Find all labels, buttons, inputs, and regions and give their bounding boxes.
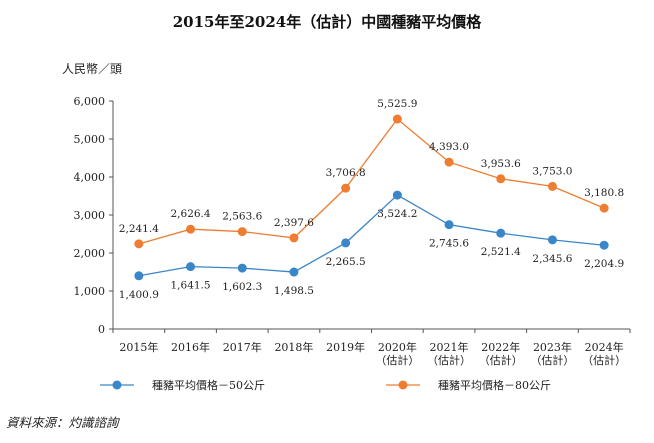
x-tick-label: 2022年（估計） — [479, 340, 523, 367]
legend: 種豬平均價格－50公斤 種豬平均價格－80公斤 — [100, 378, 551, 392]
x-tick-label-line: （估計） — [479, 353, 523, 367]
data-label: 2,521.4 — [481, 246, 521, 258]
data-point — [496, 228, 506, 238]
x-tick-label-line: 2019年 — [326, 340, 365, 354]
data-point — [134, 271, 144, 281]
data-point — [237, 227, 247, 237]
y-tick-label: 4,000 — [74, 171, 106, 184]
data-label: 2,626.4 — [171, 208, 211, 220]
x-tick-label-line: 2021年 — [430, 340, 469, 354]
data-point — [444, 220, 454, 230]
legend-item-2: 種豬平均價格－80公斤 — [386, 378, 551, 392]
data-point — [341, 238, 351, 248]
data-label: 3,753.0 — [532, 165, 572, 177]
data-point — [599, 240, 609, 250]
legend-marker — [112, 380, 122, 390]
data-label: 2,345.6 — [532, 253, 572, 265]
data-label: 1,400.9 — [119, 289, 159, 301]
x-tick-label: 2019年 — [326, 340, 365, 354]
x-tick-label: 2017年 — [223, 340, 262, 354]
series-layer: 1,400.9 1,641.5 1,602.3 1,498.5 2,265.5 3,524… — [119, 98, 624, 301]
x-tick-label-line: （估計） — [582, 353, 626, 367]
x-tick-label-line: 2018年 — [274, 340, 313, 354]
data-label: 4,393.0 — [429, 141, 469, 153]
x-tick-label-line: （估計） — [375, 353, 419, 367]
x-tick-label: 2024年（估計） — [582, 340, 626, 367]
x-tick-label: 2020年（估計） — [375, 340, 419, 367]
series-line — [138, 118, 605, 245]
data-label: 1,498.5 — [274, 285, 314, 297]
data-label: 3,180.8 — [584, 187, 624, 199]
data-label: 3,706.8 — [326, 167, 366, 179]
data-point — [186, 224, 196, 234]
data-point — [599, 203, 609, 213]
legend-marker — [398, 380, 408, 390]
data-label: 2,265.5 — [326, 256, 366, 268]
series-line — [138, 194, 605, 277]
data-point — [289, 267, 299, 277]
x-tick-label: 2015年 — [119, 340, 158, 354]
data-label: 1,602.3 — [222, 281, 262, 293]
x-tick-label-line: 2015年 — [119, 340, 158, 354]
data-point — [547, 235, 557, 245]
source-note: 資料來源：灼識諮詢 — [6, 415, 120, 430]
data-label: 2,745.6 — [429, 238, 469, 250]
y-tick-label: 1,000 — [74, 285, 106, 298]
data-point — [547, 181, 557, 191]
series-1: 1,400.9 1,641.5 1,602.3 1,498.5 2,265.5 3,524… — [119, 190, 624, 301]
data-point — [134, 239, 144, 249]
x-ticks: 2015年 2016年 2017年 2018年 2019年 2020年（估計）2021年（… — [112, 329, 631, 367]
legend-item-1: 種豬平均價格－50公斤 — [100, 378, 265, 392]
x-tick-label-line: 2024年 — [585, 340, 624, 354]
y-tick-label: 5,000 — [74, 133, 106, 146]
y-axis-label: 人民幣／頭 — [62, 62, 122, 76]
data-point — [392, 190, 402, 200]
x-tick-label-line: 2023年 — [533, 340, 572, 354]
x-tick-label: 2018年 — [274, 340, 313, 354]
data-label: 3,953.6 — [481, 158, 521, 170]
x-tick-label-line: （估計） — [530, 353, 574, 367]
y-tick-label: 0 — [98, 323, 105, 336]
data-label: 3,524.2 — [377, 208, 417, 220]
x-tick-label-line: 2020年 — [378, 340, 417, 354]
y-ticks: 0 1,000 2,000 3,000 4,000 5,000 6,000 — [74, 95, 113, 336]
x-tick-label: 2021年（估計） — [427, 340, 471, 367]
data-point — [237, 263, 247, 273]
legend-label: 種豬平均價格－50公斤 — [152, 378, 265, 392]
legend-label: 種豬平均價格－80公斤 — [438, 378, 551, 392]
y-tick-label: 2,000 — [74, 247, 106, 260]
data-point — [496, 174, 506, 184]
data-label: 1,641.5 — [171, 280, 211, 292]
data-point — [289, 233, 299, 243]
data-label: 2,563.6 — [222, 211, 262, 223]
x-tick-label-line: 2016年 — [171, 340, 210, 354]
data-label: 2,204.9 — [584, 258, 624, 270]
series-2: 2,241.4 2,626.4 2,563.6 2,397.6 3,706.8 5,525… — [119, 98, 624, 249]
x-tick-label-line: （估計） — [427, 353, 471, 367]
x-tick-label-line: 2022年 — [481, 340, 520, 354]
data-point — [186, 262, 196, 272]
data-label: 5,525.9 — [377, 98, 417, 110]
data-point — [392, 114, 402, 124]
x-tick-label-line: 2017年 — [223, 340, 262, 354]
data-label: 2,241.4 — [119, 223, 159, 235]
data-point — [444, 157, 454, 167]
x-tick-label: 2016年 — [171, 340, 210, 354]
data-label: 2,397.6 — [274, 217, 314, 229]
y-tick-label: 3,000 — [74, 209, 106, 222]
chart-title: 2015年至2024年（估計）中國種豬平均價格 — [173, 13, 482, 31]
data-point — [341, 183, 351, 193]
x-tick-label: 2023年（估計） — [530, 340, 574, 367]
y-tick-label: 6,000 — [74, 95, 106, 108]
